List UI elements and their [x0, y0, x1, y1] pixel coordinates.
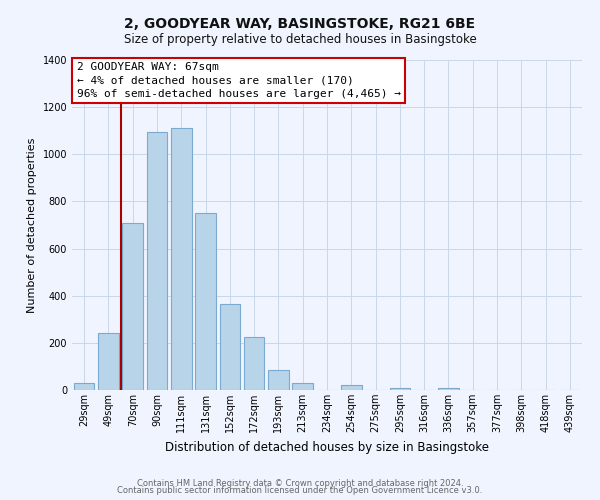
Text: 2 GOODYEAR WAY: 67sqm
← 4% of detached houses are smaller (170)
96% of semi-deta: 2 GOODYEAR WAY: 67sqm ← 4% of detached h… — [77, 62, 401, 99]
Bar — [122, 222, 143, 390]
Bar — [268, 370, 289, 390]
Bar — [74, 383, 94, 390]
Y-axis label: Number of detached properties: Number of detached properties — [27, 138, 37, 312]
Bar — [146, 132, 167, 390]
Bar — [171, 128, 191, 390]
Text: Contains HM Land Registry data © Crown copyright and database right 2024.: Contains HM Land Registry data © Crown c… — [137, 478, 463, 488]
Bar — [438, 388, 459, 390]
Text: Size of property relative to detached houses in Basingstoke: Size of property relative to detached ho… — [124, 32, 476, 46]
Bar — [341, 386, 362, 390]
Bar — [220, 304, 240, 390]
Text: 2, GOODYEAR WAY, BASINGSTOKE, RG21 6BE: 2, GOODYEAR WAY, BASINGSTOKE, RG21 6BE — [124, 18, 476, 32]
X-axis label: Distribution of detached houses by size in Basingstoke: Distribution of detached houses by size … — [165, 440, 489, 454]
Bar — [389, 388, 410, 390]
Bar — [292, 383, 313, 390]
Text: Contains public sector information licensed under the Open Government Licence v3: Contains public sector information licen… — [118, 486, 482, 495]
Bar — [244, 337, 265, 390]
Bar — [98, 334, 119, 390]
Bar — [195, 213, 216, 390]
